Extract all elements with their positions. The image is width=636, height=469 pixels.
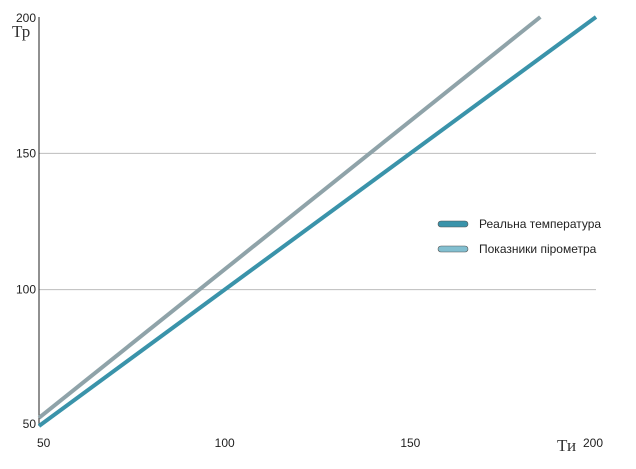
y-tick-label: 200 bbox=[16, 11, 36, 25]
x-tick-label: 150 bbox=[400, 436, 420, 450]
legend-label: Реальна температура bbox=[479, 217, 601, 231]
x-tick-label: 50 bbox=[37, 436, 51, 450]
series-lines bbox=[37, 15, 598, 428]
legend-swatch bbox=[437, 245, 469, 253]
x-tick-label: 200 bbox=[583, 436, 603, 450]
series-line bbox=[37, 15, 542, 420]
legend-label: Показники пірометра bbox=[479, 242, 597, 256]
y-tick-label: 100 bbox=[16, 283, 36, 297]
y-tick-label: 50 bbox=[23, 417, 37, 431]
x-tick-label: 100 bbox=[215, 436, 235, 450]
x-axis-title: Ти bbox=[557, 436, 576, 455]
grid-lines bbox=[39, 152, 596, 291]
legend-swatch bbox=[437, 220, 469, 228]
y-tick-label: 150 bbox=[16, 146, 36, 160]
y-axis-title: Тр bbox=[12, 22, 30, 41]
series-line bbox=[37, 15, 598, 428]
x-tick-labels: 50 100 150 200 bbox=[37, 436, 603, 450]
y-tick-labels: 50 100 150 200 bbox=[16, 11, 36, 431]
legend: Реальна температура Показники пірометра bbox=[437, 217, 601, 256]
